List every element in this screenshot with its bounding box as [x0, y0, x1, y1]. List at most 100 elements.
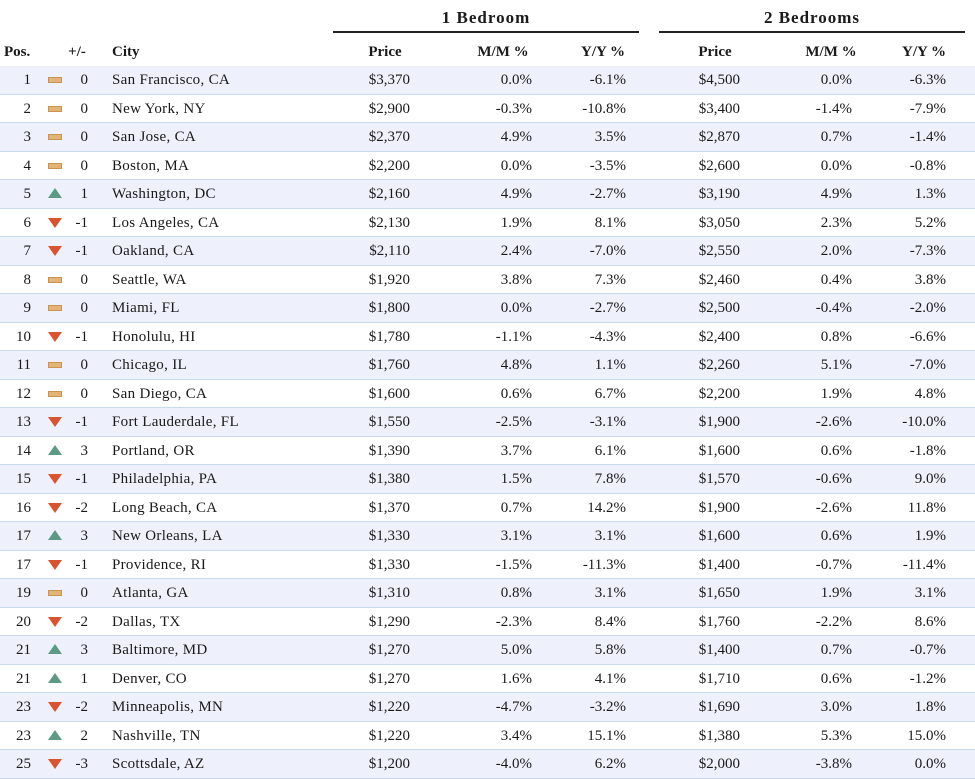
- cell-yy-1br: -3.1%: [589, 414, 626, 430]
- cell-change: 0: [80, 129, 89, 145]
- cell-yy-1br: 3.1%: [594, 585, 626, 601]
- header-price-1: Price: [368, 44, 402, 60]
- header-price-2: Price: [698, 44, 732, 60]
- trend-icon-cell: [46, 551, 64, 579]
- cell-yy-2br: -1.8%: [909, 442, 946, 459]
- table-row: 6 -1 Los Angeles, CA $2,130 1.9% 8.1% $3,050 2.…: [0, 208, 975, 237]
- cell-price-2br: $3,190: [698, 186, 740, 202]
- cell-price-1br: $3,370: [368, 72, 410, 88]
- table-row: 1 0 San Francisco, CA $3,370 0.0% -6.1% $4,500…: [0, 66, 975, 95]
- trend-icon-cell: [46, 665, 64, 693]
- cell-city: Los Angeles, CA: [112, 214, 220, 231]
- trend-icon-cell: [46, 266, 64, 294]
- cell-pos: 3: [23, 129, 32, 145]
- cell-pos: 21: [16, 670, 31, 687]
- cell-yy-1br: -6.1%: [589, 72, 626, 88]
- cell-change: 3: [80, 528, 89, 544]
- table-row: 20 -2 Dallas, TX $1,290 -2.3% 8.4% $1,760 -2.2%…: [0, 607, 975, 636]
- cell-price-2br: $2,400: [698, 328, 740, 345]
- trend-icon-cell: [46, 636, 64, 664]
- cell-mm-2br: -3.8%: [815, 756, 852, 772]
- table-row: 7 -1 Oakland, CA $2,110 2.4% -7.0% $2,550 2.0% -…: [0, 237, 975, 266]
- cell-yy-2br: 11.8%: [907, 499, 946, 516]
- header-yy-1: Y/Y %: [580, 44, 626, 60]
- cell-mm-2br: 1.9%: [820, 585, 852, 601]
- cell-city: Fort Lauderdale, FL: [112, 414, 239, 430]
- cell-mm-1br: -2.3%: [495, 613, 532, 630]
- down-triangle-icon: [48, 331, 62, 342]
- header-pos: Pos.: [4, 44, 31, 60]
- cell-yy-1br: -10.8%: [582, 100, 626, 117]
- cell-change: -1: [75, 471, 89, 487]
- header-yy-2: Y/Y %: [901, 44, 947, 60]
- cell-mm-2br: 0.6%: [820, 442, 852, 459]
- cell-change: 1: [80, 186, 89, 202]
- cell-city: Baltimore, MD: [112, 642, 208, 658]
- cell-pos: 17: [16, 528, 31, 544]
- cell-change: 0: [80, 585, 89, 601]
- cell-price-1br: $2,370: [368, 129, 410, 145]
- cell-price-2br: $1,400: [698, 556, 740, 573]
- cell-change: -2: [75, 613, 89, 630]
- cell-yy-1br: -2.7%: [589, 300, 626, 316]
- trend-icon-cell: [46, 152, 64, 180]
- table-row: 19 0 Atlanta, GA $1,310 0.8% 3.1% $1,650 1.9% 3.…: [0, 579, 975, 608]
- up-triangle-icon: [48, 444, 62, 455]
- cell-yy-2br: 1.9%: [914, 528, 946, 544]
- cell-mm-1br: 0.8%: [500, 585, 532, 601]
- up-triangle-icon: [48, 672, 62, 683]
- up-triangle-icon: [48, 188, 62, 198]
- cell-price-2br: $2,200: [698, 385, 740, 402]
- table-row: 15 -1 Philadelphia, PA $1,380 1.5% 7.8% $1,570…: [0, 465, 975, 494]
- cell-city: Scottsdale, AZ: [112, 756, 205, 772]
- cell-yy-2br: 9.0%: [914, 471, 946, 487]
- cell-change: 0: [80, 157, 89, 174]
- cell-mm-2br: -0.4%: [815, 300, 852, 316]
- cell-price-2br: $2,260: [698, 357, 740, 373]
- cell-price-2br: $1,400: [698, 642, 740, 658]
- cell-mm-2br: -2.6%: [815, 499, 852, 516]
- cell-pos: 11: [16, 357, 31, 373]
- down-triangle-icon: [48, 559, 62, 570]
- cell-price-1br: $1,290: [368, 613, 410, 630]
- cell-price-2br: $1,760: [698, 613, 740, 630]
- cell-change: -2: [75, 699, 89, 715]
- table-row: 11 0 Chicago, IL $1,760 4.8% 1.1% $2,260 5.1% -7…: [0, 351, 975, 380]
- cell-price-2br: $1,650: [698, 585, 740, 601]
- down-triangle-icon: [48, 502, 62, 513]
- cell-price-2br: $2,870: [698, 129, 740, 145]
- cell-yy-1br: 4.1%: [594, 670, 626, 687]
- cell-yy-2br: 1.8%: [914, 699, 946, 715]
- cell-mm-1br: -2.5%: [495, 414, 532, 430]
- cell-mm-1br: 0.0%: [500, 300, 532, 316]
- cell-change: 3: [80, 642, 89, 658]
- trend-icon-cell: [46, 294, 64, 322]
- cell-city: Minneapolis, MN: [112, 699, 224, 715]
- up-triangle-icon: [48, 644, 62, 654]
- table-row: 23 2 Nashville, TN $1,220 3.4% 15.1% $1,380 5.3…: [0, 721, 975, 750]
- down-triangle-icon: [48, 702, 62, 712]
- header-mm-2: M/M %: [805, 44, 857, 60]
- cell-pos: 6: [23, 214, 32, 231]
- cell-mm-2br: -0.7%: [815, 556, 852, 573]
- cell-pos: 20: [16, 613, 31, 630]
- cell-pos: 8: [23, 271, 32, 288]
- trend-icon-cell: [46, 465, 64, 493]
- cell-price-2br: $2,000: [698, 756, 740, 772]
- cell-change: 0: [80, 72, 89, 88]
- trend-icon-cell: [46, 123, 64, 151]
- cell-mm-2br: 0.0%: [820, 157, 852, 174]
- cell-pos: 2: [23, 100, 32, 117]
- trend-icon-cell: [46, 437, 64, 465]
- cell-yy-2br: -6.3%: [909, 72, 946, 88]
- cell-price-1br: $1,920: [368, 271, 410, 288]
- table-row: 17 -1 Providence, RI $1,330 -1.5% -11.3% $1,40…: [0, 550, 975, 579]
- cell-price-1br: $1,550: [368, 414, 410, 430]
- cell-price-1br: $1,330: [368, 528, 410, 544]
- cell-price-2br: $4,500: [698, 72, 740, 88]
- cell-price-1br: $1,780: [368, 328, 410, 345]
- cell-yy-2br: -2.0%: [909, 300, 946, 316]
- cell-price-1br: $1,390: [368, 442, 410, 459]
- cell-mm-1br: 3.7%: [500, 442, 532, 459]
- down-triangle-icon: [48, 759, 62, 769]
